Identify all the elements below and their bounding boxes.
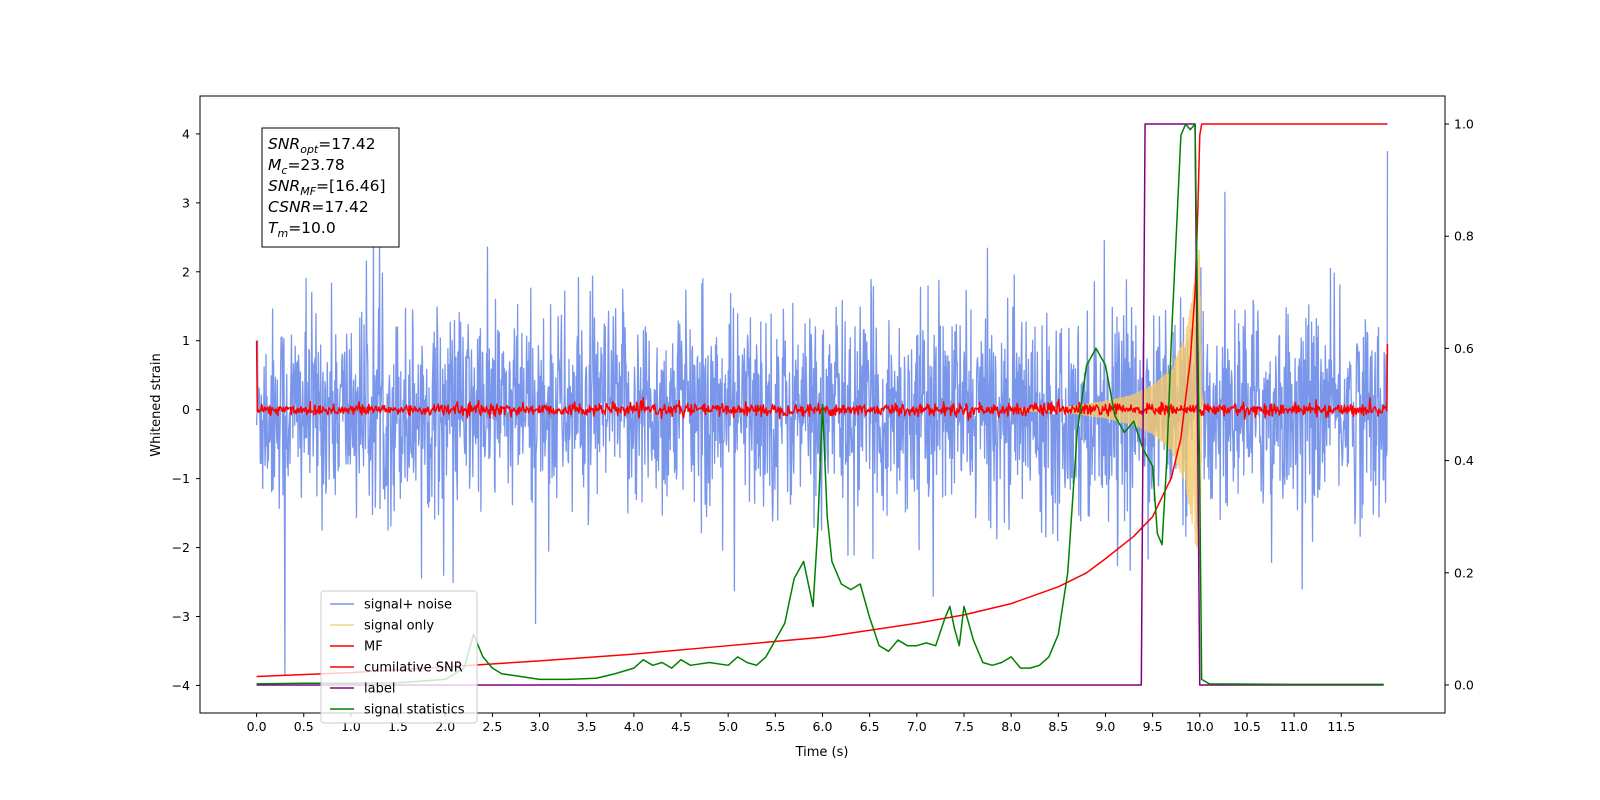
y-left-tick-label: 2: [182, 264, 190, 279]
x-tick-label: 8.5: [1048, 719, 1068, 734]
y-left-tick-label: −3: [172, 609, 190, 624]
y-right-tick-label: 0.0: [1454, 677, 1474, 692]
x-tick-label: 2.5: [482, 719, 502, 734]
legend-label: label: [364, 682, 395, 697]
x-tick-label: 5.5: [765, 719, 785, 734]
legend: signal+ noise signal only MF cumilative SNR…: [320, 590, 478, 724]
x-tick-label: 6.0: [813, 719, 833, 734]
legend-label: signal only: [364, 619, 434, 634]
y-right-tick-label: 0.6: [1454, 341, 1474, 356]
y-left-tick-label: −4: [172, 678, 190, 693]
legend-label: signal+ noise: [364, 598, 452, 613]
x-tick-label: 9.5: [1143, 719, 1163, 734]
y-left-tick-label: 4: [182, 126, 190, 141]
plot-area: [255, 123, 1389, 686]
x-tick-label: 3.5: [577, 719, 597, 734]
x-tick-label: 9.0: [1096, 719, 1116, 734]
info-box-frame: [261, 127, 400, 248]
y-right-tick-label: 1.0: [1454, 117, 1474, 132]
y-right-tick-label: 0.8: [1454, 229, 1474, 244]
info-box-line: Tm=10.0: [268, 219, 336, 240]
x-tick-label: 10.5: [1233, 719, 1261, 734]
y-right-tick-label: 0.2: [1454, 565, 1474, 580]
y-left-tick-label: 3: [182, 195, 190, 210]
x-tick-label: 5.0: [718, 719, 738, 734]
y-left-tick-label: 0: [182, 402, 190, 417]
legend-label: MF: [364, 640, 383, 655]
info-box: SNRopt=17.42Mc=23.78SNRMF=[16.46]CSNR=17…: [261, 127, 400, 248]
legend-frame: [320, 590, 478, 724]
series-line-4: [256, 123, 1384, 686]
info-box-line: CSNR=17.42: [268, 198, 369, 216]
x-tick-label: 4.5: [671, 719, 691, 734]
y-left-tick-label: −1: [172, 471, 190, 486]
x-tick-label: 7.5: [954, 719, 974, 734]
info-box-line: SNRopt=17.42: [268, 135, 376, 156]
x-tick-label: 10.0: [1186, 719, 1214, 734]
x-tick-label: 0.0: [247, 719, 267, 734]
x-tick-label: 3.0: [530, 719, 550, 734]
x-tick-label: 7.0: [907, 719, 927, 734]
x-tick-label: 4.0: [624, 719, 644, 734]
x-tick-label: 0.5: [294, 719, 314, 734]
y-left-tick-label: −2: [172, 540, 190, 555]
y-right-tick-label: 0.4: [1454, 453, 1474, 468]
x-tick-label: 6.5: [860, 719, 880, 734]
legend-label: signal statistics: [364, 703, 465, 718]
x-tick-label: 8.0: [1001, 719, 1021, 734]
x-tick-label: 11.5: [1327, 719, 1355, 734]
y-axis-right: 0.0 0.2 0.4 0.6 0.8 1.0: [1445, 117, 1474, 692]
y-axis-left-title: Whitened strain: [149, 353, 164, 456]
y-axis-left: −4 −3 −2 −1 0 1 2 3 4: [172, 126, 200, 693]
y-left-tick-label: 1: [182, 333, 190, 348]
info-box-line: SNRMF=[16.46]: [268, 177, 386, 198]
x-tick-label: 11.0: [1280, 719, 1308, 734]
x-axis-title: Time (s): [795, 745, 849, 760]
info-box-line: Mc=23.78: [268, 156, 345, 177]
series-line-5: [256, 123, 1384, 686]
legend-label: cumilative SNR: [364, 661, 463, 676]
